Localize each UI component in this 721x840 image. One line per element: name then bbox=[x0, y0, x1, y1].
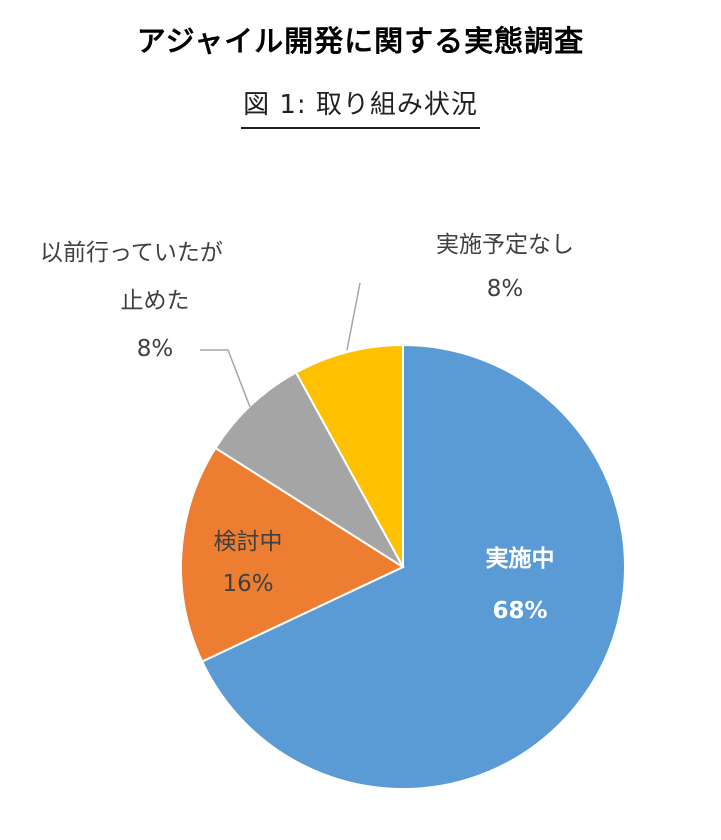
slice-value-label: 止めた bbox=[121, 288, 190, 314]
slice-value-label: 8% bbox=[487, 276, 524, 302]
slice-label: 実施中 bbox=[486, 545, 555, 572]
pie-slice bbox=[180, 446, 406, 663]
leader-line bbox=[200, 349, 251, 408]
slice-value-label: 68% bbox=[492, 598, 547, 624]
pie-slice bbox=[294, 343, 404, 568]
slice-label: 以前行っていたが bbox=[40, 240, 223, 266]
leader-line bbox=[346, 282, 361, 351]
slice-label: 検討中 bbox=[214, 529, 283, 555]
slice-label: 実施予定なし bbox=[436, 232, 574, 258]
pie-slice bbox=[214, 371, 404, 568]
slice-value-label: 8% bbox=[137, 336, 174, 362]
chart-title: アジャイル開発に関する実態調査 bbox=[136, 24, 585, 58]
pie-slice bbox=[200, 343, 626, 790]
chart-subtitle: 図 1: 取り組み状況 bbox=[241, 84, 480, 129]
slice-value-label: 16% bbox=[222, 571, 273, 597]
